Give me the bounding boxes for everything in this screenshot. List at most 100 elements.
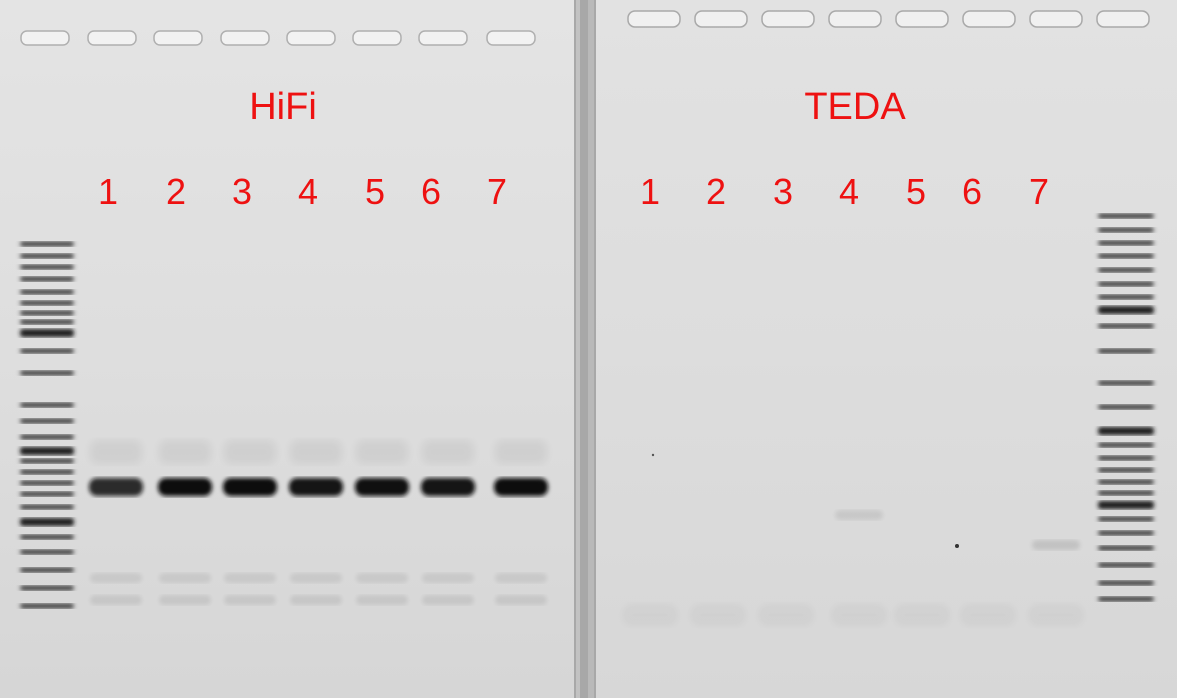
product-band: [289, 478, 343, 496]
right-lane-bands: [622, 453, 1084, 626]
well: [418, 30, 468, 46]
well: [352, 30, 402, 46]
primer-band: [356, 595, 408, 605]
well: [694, 10, 748, 28]
left-lane-labels: 1 2 3 4 5 6 7: [98, 171, 507, 212]
ladder-band: [1098, 404, 1154, 410]
ladder-band: [1098, 580, 1154, 586]
ladder-band: [1098, 294, 1154, 300]
ladder-band: [20, 329, 74, 337]
ladder-band: [20, 603, 74, 609]
primer-band: [224, 573, 276, 583]
ladder-band: [1098, 490, 1154, 496]
primer-smear: [831, 604, 887, 626]
ladder-band: [1098, 427, 1154, 435]
well: [761, 10, 815, 28]
ladder-band: [1098, 253, 1154, 259]
ladder-band: [1098, 227, 1154, 233]
well: [962, 10, 1016, 28]
ladder-band: [20, 434, 74, 440]
left-gel-title: HiFi: [249, 86, 317, 128]
ladder-band: [20, 418, 74, 424]
primer-band: [422, 573, 474, 583]
ladder-band: [20, 567, 74, 573]
primer-band: [90, 573, 142, 583]
ladder-band: [20, 518, 74, 526]
primer-band: [495, 595, 547, 605]
well: [286, 30, 336, 46]
ladder-band: [1098, 281, 1154, 287]
dust-speck: [955, 544, 959, 548]
primer-band: [422, 595, 474, 605]
ladder-band: [1098, 596, 1154, 602]
ladder-band: [20, 549, 74, 555]
ladder-band: [1098, 516, 1154, 522]
well: [20, 30, 70, 46]
ladder-band: [1098, 442, 1154, 448]
primer-band: [224, 595, 276, 605]
left-lane-label: 6: [421, 171, 441, 212]
ladder-band: [1098, 213, 1154, 219]
right-gel-panel: [596, 0, 1177, 698]
right-lane-label: 5: [906, 171, 926, 212]
right-gel-title: TEDA: [804, 86, 906, 128]
primer-band: [290, 573, 342, 583]
product-band: [494, 478, 548, 496]
left-lane-label: 2: [166, 171, 186, 212]
left-lane-label: 5: [365, 171, 385, 212]
ladder-band: [20, 458, 74, 464]
ladder-band: [1098, 545, 1154, 551]
ladder-band: [20, 276, 74, 282]
product-band: [421, 478, 475, 496]
ladder-band: [20, 585, 74, 591]
ladder-band: [1098, 240, 1154, 246]
well: [895, 10, 949, 28]
ladder-band: [20, 253, 74, 259]
primer-band: [90, 595, 142, 605]
well: [153, 30, 203, 46]
primer-smear: [1028, 604, 1084, 626]
right-lane-labels: 1 2 3 4 5 6 7: [640, 171, 1049, 212]
left-lane-bands: [89, 440, 548, 605]
well: [486, 30, 536, 46]
ladder-band: [20, 402, 74, 408]
right-lane-label: 1: [640, 171, 660, 212]
right-lane-label: 6: [962, 171, 982, 212]
smear: [90, 440, 142, 464]
primer-band: [356, 573, 408, 583]
ladder-band: [1098, 479, 1154, 485]
ladder-band: [20, 241, 74, 247]
left-lane-label: 7: [487, 171, 507, 212]
smear: [224, 440, 276, 464]
ladder-band: [20, 534, 74, 540]
primer-band: [159, 573, 211, 583]
ladder-band: [1098, 380, 1154, 386]
smear: [422, 440, 474, 464]
product-band: [355, 478, 409, 496]
right-lane-label: 4: [839, 171, 859, 212]
right-lane-label: 7: [1029, 171, 1049, 212]
left-lane-label: 4: [298, 171, 318, 212]
left-wells: [20, 30, 536, 46]
primer-smear: [622, 604, 678, 626]
well: [1096, 10, 1150, 28]
smear: [159, 440, 211, 464]
smear: [290, 440, 342, 464]
ladder-band: [1098, 306, 1154, 314]
ladder-band: [20, 469, 74, 475]
ladder-band: [1098, 267, 1154, 273]
dust-speck: [651, 453, 655, 457]
well: [1029, 10, 1083, 28]
right-lane-label: 2: [706, 171, 726, 212]
ladder-band: [20, 480, 74, 486]
ladder-band: [1098, 562, 1154, 568]
well: [828, 10, 882, 28]
ladder-band: [20, 370, 74, 376]
right-wells: [627, 10, 1150, 28]
primer-band: [495, 573, 547, 583]
product-band: [89, 478, 143, 496]
primer-band: [290, 595, 342, 605]
ladder-band: [1098, 530, 1154, 536]
well: [627, 10, 681, 28]
